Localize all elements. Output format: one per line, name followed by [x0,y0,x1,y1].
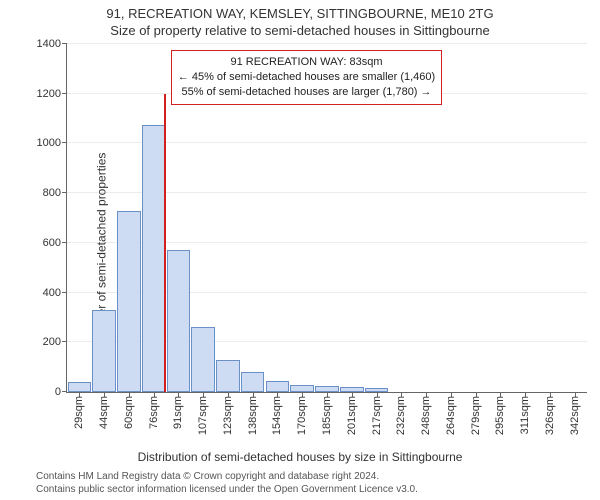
y-tick-label: 0 [55,386,67,398]
histogram-bar [216,360,240,392]
x-tick-label: 170sqm [296,392,308,435]
annotation-line2: ← 45% of semi-detached houses are smalle… [178,70,435,85]
annotation-line3: 55% of semi-detached houses are larger (… [178,85,435,100]
gridline [67,43,587,44]
x-tick-label: 217sqm [371,392,383,435]
y-tick-label: 400 [43,287,67,299]
histogram-bar [241,372,265,392]
x-tick-label: 185sqm [321,392,333,435]
histogram-bar [68,382,92,392]
y-tick-label: 1400 [37,38,67,50]
property-annotation: 91 RECREATION WAY: 83sqm← 45% of semi-de… [171,50,442,105]
annotation-line1: 91 RECREATION WAY: 83sqm [178,55,435,70]
y-tick-label: 1200 [37,88,67,100]
x-tick-label: 232sqm [395,392,407,435]
y-tick-label: 200 [43,336,67,348]
histogram-bar [290,385,314,392]
x-tick-label: 91sqm [172,392,184,429]
x-axis-label: Distribution of semi-detached houses by … [0,450,600,464]
histogram-bar [266,381,290,392]
x-tick-label: 201sqm [346,392,358,435]
credits-line1: Contains HM Land Registry data © Crown c… [36,470,418,483]
property-marker-line [164,94,166,392]
y-tick-label: 1000 [37,137,67,149]
x-tick-label: 342sqm [569,392,581,435]
x-tick-label: 295sqm [494,392,506,435]
x-tick-label: 123sqm [222,392,234,435]
y-tick-label: 800 [43,187,67,199]
credits: Contains HM Land Registry data © Crown c… [36,470,418,496]
x-tick-label: 326sqm [544,392,556,435]
credits-line2: Contains public sector information licen… [36,483,418,496]
x-tick-label: 29sqm [73,392,85,429]
chart-title-address: 91, RECREATION WAY, KEMSLEY, SITTINGBOUR… [0,6,600,21]
plot-area: 020040060080010001200140029sqm44sqm60sqm… [66,44,587,393]
x-tick-label: 279sqm [470,392,482,435]
x-tick-label: 44sqm [98,392,110,429]
x-tick-label: 76sqm [148,392,160,429]
histogram-bar [92,310,116,392]
histogram-bar [117,211,141,392]
x-tick-label: 60sqm [123,392,135,429]
x-tick-label: 248sqm [420,392,432,435]
x-tick-label: 138sqm [247,392,259,435]
y-tick-label: 600 [43,237,67,249]
x-tick-label: 154sqm [271,392,283,435]
chart-title-subtitle: Size of property relative to semi-detach… [0,23,600,38]
x-tick-label: 107sqm [197,392,209,435]
x-tick-label: 311sqm [519,392,531,434]
histogram-bar [191,327,215,392]
x-tick-label: 264sqm [445,392,457,435]
histogram-bar [142,125,166,392]
histogram-bar [167,250,191,392]
